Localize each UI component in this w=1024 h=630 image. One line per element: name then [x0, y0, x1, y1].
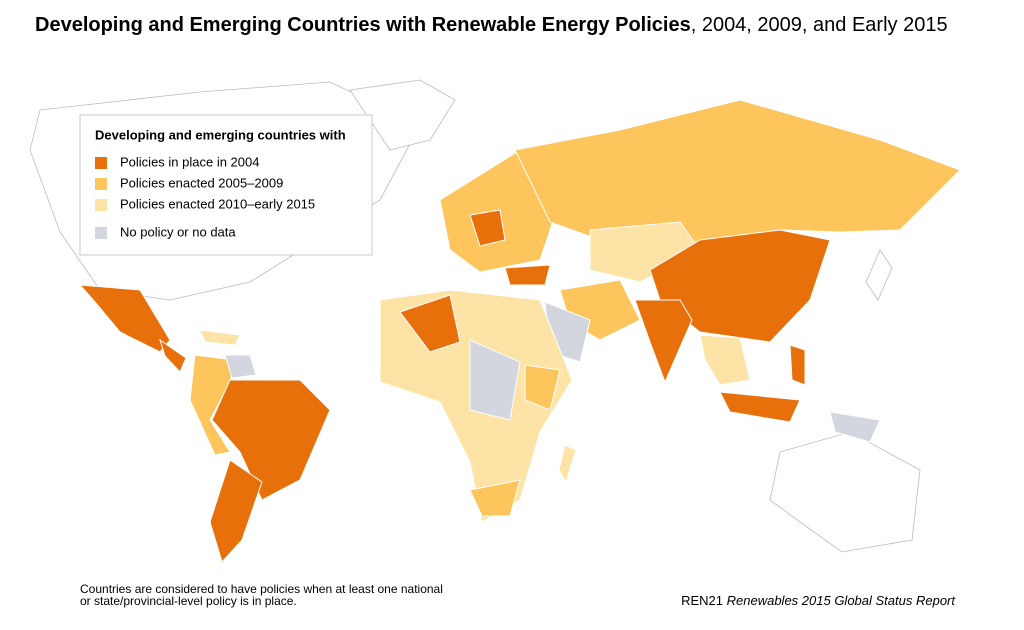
legend-swatch: [95, 199, 107, 211]
legend-swatch: [95, 157, 107, 169]
central-europe: [469, 209, 506, 247]
algeria: [399, 294, 461, 353]
india: [634, 299, 693, 384]
brazil: [211, 379, 331, 501]
title: Developing and Emerging Countries with R…: [35, 14, 948, 36]
east-africa: [524, 364, 561, 411]
legend-box: [79, 114, 373, 256]
legend-label: Policies enacted 2010–early 2015: [120, 196, 315, 211]
central-africa: [469, 339, 521, 421]
japan: [865, 249, 893, 301]
central-america: [159, 338, 187, 373]
legend-swatch: [95, 178, 107, 190]
source-org: REN21: [681, 593, 723, 608]
footnote-line: or state/provincial-level policy is in p…: [80, 594, 297, 608]
legend-title: Developing and emerging countries with: [95, 127, 346, 142]
title-rest: , 2004, 2009, and Early 2015: [691, 14, 948, 36]
legend-label: No policy or no data: [120, 224, 236, 239]
caribbean: [199, 329, 241, 346]
mexico: [78, 284, 171, 353]
madagascar: [558, 444, 577, 484]
indonesia: [719, 391, 801, 423]
southeast-asia: [699, 334, 751, 386]
greenland: [349, 79, 456, 151]
new-guinea: [829, 411, 881, 443]
australia: [769, 431, 921, 553]
footnote-line: Countries are considered to have policie…: [80, 582, 443, 596]
legend-label: Policies in place in 2004: [120, 154, 259, 169]
source-report: Renewables 2015 Global Status Report: [727, 593, 957, 608]
source: REN21 Renewables 2015 Global Status Repo…: [681, 593, 956, 608]
legend-swatch: [95, 227, 107, 239]
legend: Developing and emerging countries with P…: [79, 114, 373, 256]
title-bold: Developing and Emerging Countries with R…: [35, 14, 691, 36]
guianas: [224, 354, 257, 379]
legend-items: Policies in place in 2004 Policies enacte…: [95, 154, 315, 239]
philippines: [789, 344, 806, 386]
argentina: [209, 459, 263, 563]
russia: [514, 99, 961, 243]
legend-label: Policies enacted 2005–2009: [120, 175, 283, 190]
southern-africa: [469, 479, 521, 517]
turkey: [504, 264, 551, 286]
